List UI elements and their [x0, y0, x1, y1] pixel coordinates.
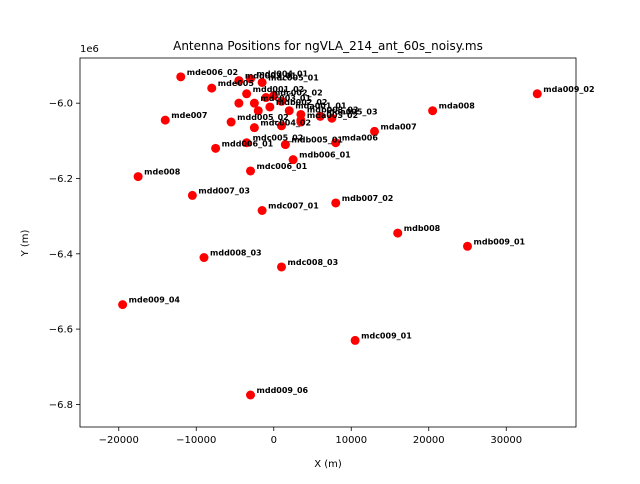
point-label: mda005_03: [326, 107, 377, 116]
data-point: [463, 241, 472, 251]
data-point: [226, 117, 236, 127]
point-label: mdb007_02: [342, 194, 394, 203]
x-tick-label: 30000: [490, 435, 522, 446]
data-point: [257, 77, 267, 87]
data-point: [532, 89, 542, 99]
point-label: mdd007_03: [198, 186, 250, 195]
point-label: mde008: [144, 168, 181, 177]
data-point: [331, 198, 341, 208]
x-tick-label: 0: [271, 435, 277, 446]
point-label: mde007: [171, 111, 207, 120]
data-point: [253, 106, 263, 116]
point-label: mdc005_01: [268, 73, 319, 82]
point-label: mda007: [381, 122, 417, 131]
x-tick-label: 20000: [413, 435, 445, 446]
point-label: mdd004_01: [257, 70, 309, 79]
point-label: mdd006_01: [222, 139, 274, 148]
data-point: [284, 106, 294, 116]
data-point: [249, 98, 259, 108]
data-point: [265, 102, 275, 112]
y-axis-label: Y (m): [20, 229, 31, 257]
point-label: mda001_01: [295, 102, 347, 111]
data-point: [257, 205, 267, 215]
point-label: mdb003_03: [307, 105, 359, 114]
point-label: mdb008: [404, 224, 441, 233]
point-label: mdd005_02: [237, 113, 289, 122]
y-tick-label: −6.4: [49, 249, 73, 260]
point-label: mdd009_06: [257, 386, 309, 395]
point-label: mdc005_02: [253, 134, 304, 143]
point-label: mdc009_01: [361, 331, 412, 340]
data-point: [331, 138, 341, 148]
data-point: [249, 123, 259, 133]
x-axis-label: X (m): [314, 459, 342, 470]
point-label: mdc008_03: [288, 258, 339, 267]
y-tick-label: −6.0: [49, 99, 73, 110]
plot-area: −20000 −10000 0 10000 20000 30000 −6.8 −6.6 −6.4…: [49, 57, 595, 446]
y-offset-label: 1e6: [80, 44, 99, 55]
point-label: mdb009_01: [474, 237, 526, 246]
data-point: [350, 335, 360, 345]
y-tick-label: −6.6: [49, 325, 73, 336]
data-point: [280, 140, 290, 150]
data-point: [246, 390, 255, 400]
data-point: [315, 111, 325, 121]
data-point: [187, 190, 197, 200]
data-point: [234, 76, 244, 86]
data-point: [296, 117, 306, 127]
point-label: mde009_04: [129, 296, 181, 305]
x-tick-label: 10000: [335, 435, 367, 446]
point-label: mda003_02: [307, 111, 358, 120]
data-point: [428, 106, 438, 116]
y-tick-label: −6.8: [49, 400, 73, 411]
y-tick-label: −6.2: [49, 174, 73, 185]
data-point: [277, 262, 286, 272]
data-point: [118, 300, 128, 310]
data-point: [327, 113, 337, 123]
data-point: [277, 121, 286, 131]
data-point: [199, 253, 209, 263]
data-point: [288, 155, 298, 165]
point-label: mde006_02: [187, 68, 238, 77]
point-label: mda008: [439, 102, 476, 111]
chart-title: Antenna Positions for ngVLA_214_ant_60s_…: [173, 39, 483, 53]
point-label: mdd003_01: [245, 72, 297, 81]
data-point: [246, 74, 255, 84]
data-point: [277, 96, 286, 106]
x-tick-label: −20000: [99, 435, 139, 446]
point-label: mdd001_02: [253, 85, 305, 94]
data-point: [269, 91, 279, 101]
point-label: mdc006_01: [257, 162, 308, 171]
x-tick-label: −10000: [176, 435, 216, 446]
data-point: [242, 138, 252, 148]
data-point: [234, 98, 244, 108]
data-point: [160, 115, 170, 125]
data-point: [242, 89, 252, 99]
point-label: mda009_02: [543, 85, 594, 94]
data-point: [246, 166, 255, 176]
data-point: [261, 93, 271, 103]
point-label: mdc002_02: [272, 89, 323, 98]
data-point: [176, 72, 186, 82]
plot-frame: [79, 57, 577, 428]
point-label: mdc003_01: [260, 94, 311, 103]
point-label: mde005: [218, 79, 255, 88]
point-label: mdb005_01: [291, 136, 343, 145]
data-point: [211, 143, 221, 153]
data-point: [207, 83, 217, 93]
point-label: mda006: [342, 134, 379, 143]
point-label: mdb006_01: [299, 151, 351, 160]
point-label: mdc004_02: [260, 119, 311, 128]
data-point: [393, 228, 403, 238]
data-point: [370, 126, 379, 136]
point-label: mdb002_02: [276, 98, 328, 107]
point-label: mdc007_01: [268, 201, 319, 210]
point-label: mdd008_03: [210, 249, 262, 258]
data-point: [133, 172, 143, 182]
